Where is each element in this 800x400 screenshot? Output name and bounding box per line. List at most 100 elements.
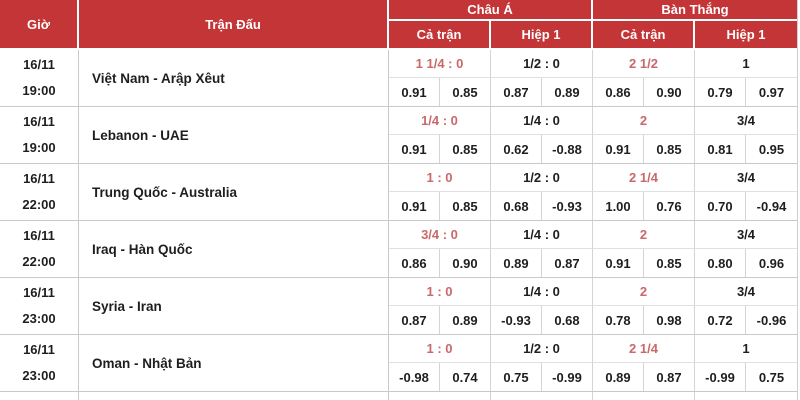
asia-firsthalf-line: 1/2 : 0 [491,164,593,192]
time-cell: 16/11 23:00 [0,335,79,391]
match-row-clipped [0,392,797,400]
asia-fulltime-away-odds: 0.85 [440,192,491,220]
asia-firsthalf-home-odds: 0.68 [491,192,542,220]
goals-fulltime-line: 2 [593,107,695,135]
asia-firsthalf-line: 1/4 : 0 [491,107,593,135]
asia-fulltime-away-odds: 0.85 [440,78,491,106]
header-match: Trận Đấu [79,0,389,48]
match-row: 16/11 19:00 Lebanon - UAE 1/4 : 0 1/4 : … [0,107,797,164]
asia-fulltime-home-odds: 0.86 [389,249,440,277]
goals-fulltime-line: 2 1/2 [593,50,695,78]
asia-firsthalf-home-odds: 0.89 [491,249,542,277]
match-date: 16/11 [23,57,55,72]
goals-firsthalf-under-odds: 0.97 [758,84,785,100]
match-time: 22:00 [22,197,56,212]
time-cell [0,392,79,400]
asia-firsthalf-line: 1/4 : 0 [491,221,593,249]
asia-firsthalf-line: 1/4 : 0 [491,278,593,306]
header-asia-fulltime: Cả trận [389,21,491,48]
asia-fulltime-away-odds: 0.74 [440,363,491,391]
match-date: 16/11 [23,114,55,129]
goals-firsthalf-under-odds: 0.75 [758,369,785,385]
header-goals-firsthalf: Hiệp 1 [726,27,766,42]
goals-firsthalf-line: 3/4 [695,221,797,249]
match-row: 16/11 23:00 Syria - Iran 1 : 0 1/4 : 0 2… [0,278,797,335]
match-row: 16/11 22:00 Trung Quốc - Australia 1 : 0… [0,164,797,221]
match-time: 19:00 [22,140,56,155]
match-date: 16/11 [23,228,55,243]
match-time: 23:00 [22,311,56,326]
goals-fulltime-under-odds: 0.87 [644,363,695,391]
header-group-goals: Bàn Thắng [593,0,797,21]
goals-fulltime-over-odds: 1.00 [593,192,644,220]
goals-firsthalf-over-odds: 0.80 [695,249,746,277]
match-name: Việt Nam - Arập Xêut [79,50,389,106]
asia-firsthalf-away-odds: 0.68 [542,306,593,334]
asia-fulltime-home-odds: 0.87 [389,306,440,334]
asia-firsthalf-home-odds: 0.87 [491,78,542,106]
goals-firsthalf-over-odds: 0.81 [695,135,746,163]
time-cell: 16/11 19:00 [0,107,79,163]
goals-firsthalf-line: 3/4 [695,107,797,135]
goals-firsthalf-over-odds: -0.99 [695,363,746,391]
goals-fulltime-line: 2 1/4 [593,164,695,192]
asia-firsthalf-away-odds: -0.88 [542,135,593,163]
goals-fulltime-under-odds: 0.85 [644,249,695,277]
match-name [79,392,389,400]
goals-fulltime-over-odds: 0.78 [593,306,644,334]
goals-firsthalf-under-odds: 0.96 [758,255,785,271]
asia-fulltime-line: 1 : 0 [389,278,491,306]
goals-fulltime-under-odds: 0.76 [644,192,695,220]
header-group-asia: Châu Á [389,0,593,21]
match-date: 16/11 [23,285,55,300]
goals-firsthalf-line: 3/4 [695,278,797,306]
time-cell: 16/11 22:00 [0,221,79,277]
asia-fulltime-away-odds: 0.89 [440,306,491,334]
asia-fulltime-away-odds: 0.85 [440,135,491,163]
header-asia-firsthalf: Hiệp 1 [491,21,593,48]
asia-firsthalf-away-odds: -0.93 [542,192,593,220]
asia-firsthalf-line: 1/2 : 0 [491,335,593,363]
goals-fulltime-under-odds: 0.90 [644,78,695,106]
goals-firsthalf-over-odds: 0.70 [695,192,746,220]
asia-firsthalf-line: 1/2 : 0 [491,50,593,78]
time-cell: 16/11 23:00 [0,278,79,334]
match-date: 16/11 [23,171,55,186]
match-row: 16/11 19:00 Việt Nam - Arập Xêut 1 1/4 :… [0,50,797,107]
header-goals-fulltime: Cả trận [593,21,695,48]
goals-fulltime-over-odds: 0.91 [593,249,644,277]
match-row: 16/11 22:00 Iraq - Hàn Quốc 3/4 : 0 1/4 … [0,221,797,278]
asia-firsthalf-home-odds: 0.75 [491,363,542,391]
match-name: Trung Quốc - Australia [79,164,389,220]
header-time: Giờ [0,0,79,48]
asia-fulltime-line: 1 : 0 [389,335,491,363]
goals-firsthalf-over-odds: 0.72 [695,306,746,334]
match-row: 16/11 23:00 Oman - Nhật Bản 1 : 0 1/2 : … [0,335,797,392]
goals-fulltime-over-odds: 0.86 [593,78,644,106]
asia-firsthalf-home-odds: 0.62 [491,135,542,163]
asia-fulltime-line: 1 : 0 [389,164,491,192]
asia-firsthalf-home-odds: -0.93 [491,306,542,334]
asia-fulltime-line: 1/4 : 0 [389,107,491,135]
asia-firsthalf-away-odds: -0.99 [542,363,593,391]
match-time: 22:00 [22,254,56,269]
asia-fulltime-away-odds: 0.90 [440,249,491,277]
asia-firsthalf-away-odds: 0.87 [542,249,593,277]
goals-firsthalf-under-odds: -0.94 [756,198,787,214]
asia-fulltime-home-odds: 0.91 [389,192,440,220]
asia-fulltime-home-odds: 0.91 [389,78,440,106]
goals-fulltime-line: 2 1/4 [593,335,695,363]
match-time: 23:00 [22,368,56,383]
goals-firsthalf-line: 1 [695,50,797,78]
asia-fulltime-home-odds: 0.91 [389,135,440,163]
goals-fulltime-under-odds: 0.85 [644,135,695,163]
goals-fulltime-over-odds: 0.91 [593,135,644,163]
goals-firsthalf-line: 1 [695,335,797,363]
goals-firsthalf-under-odds: -0.96 [756,312,787,328]
asia-fulltime-line: 1 1/4 : 0 [389,50,491,78]
goals-firsthalf-line: 3/4 [695,164,797,192]
goals-fulltime-under-odds: 0.98 [644,306,695,334]
goals-fulltime-line: 2 [593,221,695,249]
